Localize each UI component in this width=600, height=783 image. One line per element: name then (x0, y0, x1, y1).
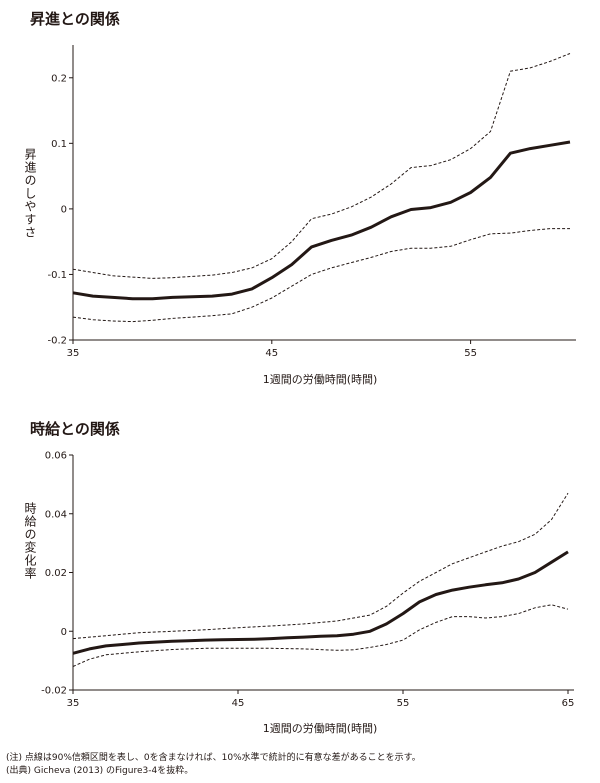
y-tick-label: -0.2 (47, 336, 67, 347)
y-tick-label: 0.1 (51, 139, 67, 150)
chart2-title: 時給との関係 (30, 420, 120, 438)
y-tick-label: 0.04 (45, 509, 67, 520)
footnote-note: (注) 点線は90%信頼区間を表し、0を含まなければ、10%水準で統計的に有意な… (6, 753, 421, 763)
y-tick-label: 0.2 (51, 73, 67, 84)
estimate-line (72, 550, 569, 655)
chart1-ylabel: 昇進のしやすさ (23, 148, 37, 239)
chart2-ylabel: 時給の変化率 (23, 502, 37, 580)
chart2-xlabel: 1週間の労働時間(時間) (262, 722, 378, 735)
y-tick-label: 0.06 (45, 451, 67, 462)
y-tick-label: -0.02 (41, 686, 67, 697)
x-tick-label: 65 (562, 698, 575, 709)
y-tick-label: -0.1 (47, 270, 67, 281)
confidence-interval-line (72, 604, 569, 667)
chart1-title: 昇進との関係 (30, 10, 120, 28)
x-tick-label: 45 (265, 348, 278, 359)
estimate-line (72, 140, 571, 301)
y-tick-label: 0.02 (45, 568, 67, 579)
y-tick-label: 0 (61, 627, 67, 638)
x-tick-label: 35 (67, 348, 80, 359)
footnote-source: (出典) Gicheva (2013) のFigure3-4を抜粋。 (6, 766, 194, 776)
x-tick-label: 45 (232, 698, 245, 709)
chart1-plot: 0.2 0.1 0 -0.1 -0.235 45 55 (47, 45, 576, 359)
footnotes: (注) 点線は90%信頼区間を表し、0を含まなければ、10%水準で統計的に有意な… (6, 752, 421, 778)
confidence-interval-line (72, 53, 571, 279)
chart1-xlabel: 1週間の労働時間(時間) (262, 373, 378, 386)
x-tick-label: 55 (464, 348, 477, 359)
y-tick-label: 0 (61, 204, 67, 215)
x-tick-label: 55 (397, 698, 410, 709)
x-tick-label: 35 (67, 698, 80, 709)
confidence-interval-line (72, 492, 569, 640)
